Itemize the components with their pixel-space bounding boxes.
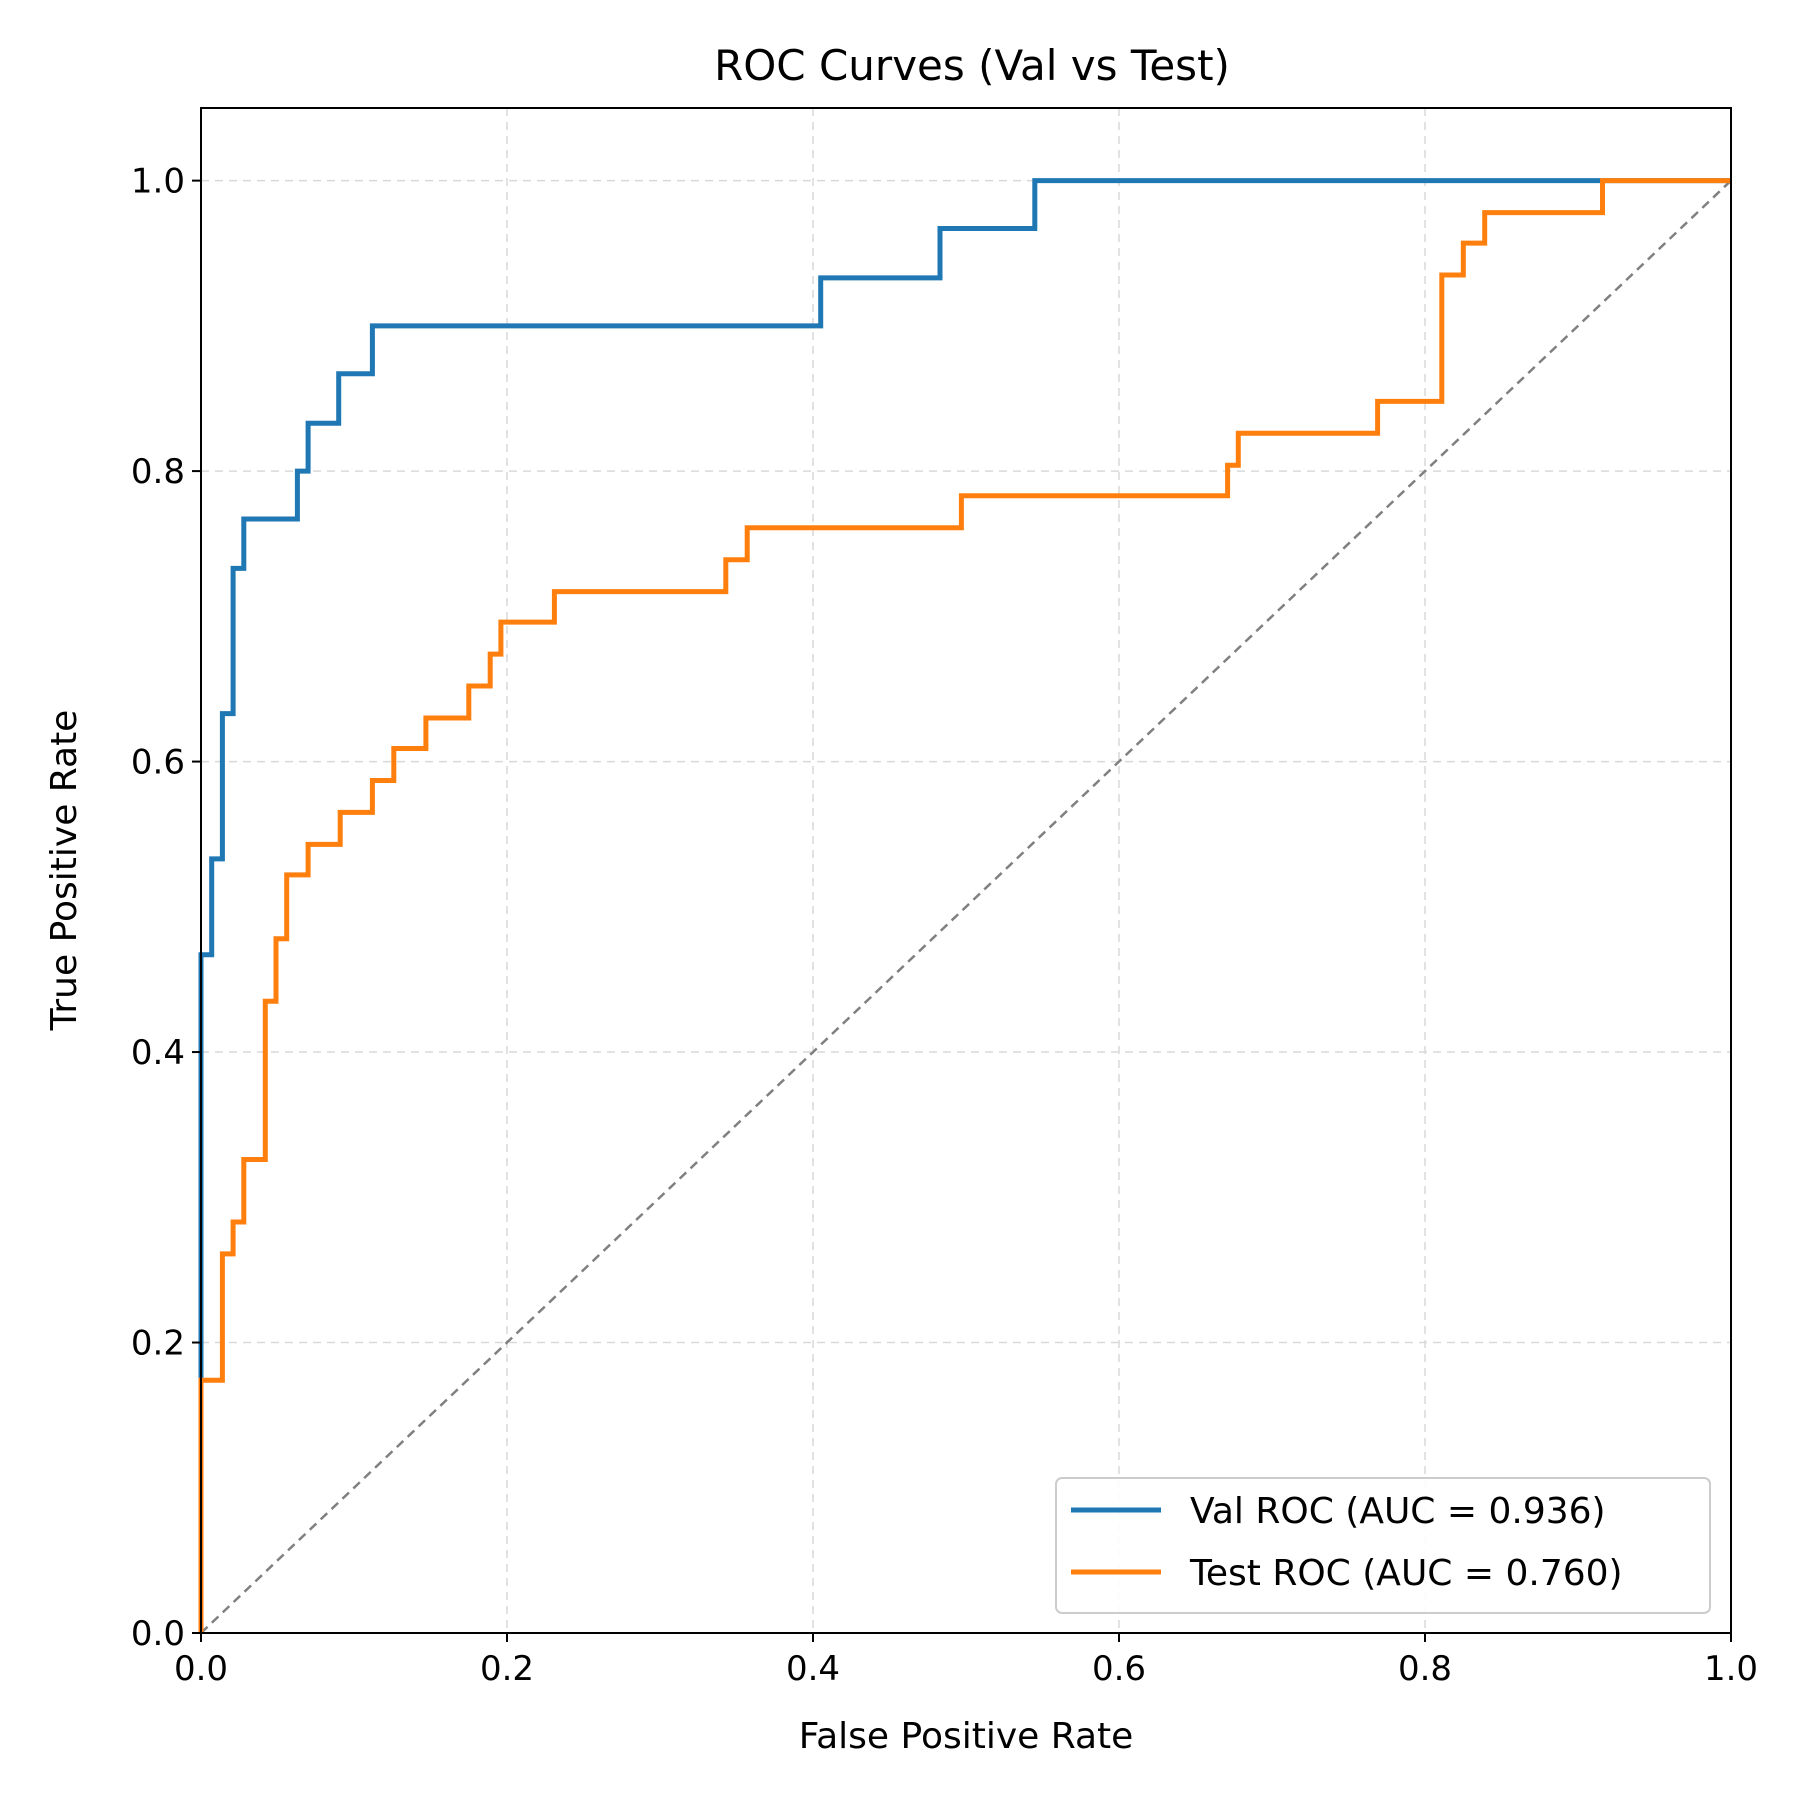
y-tick-label-2: 0.4 [131,1033,185,1073]
y-tick-label-5: 1.0 [131,162,185,202]
y-tick-label-0: 0.0 [131,1614,185,1654]
legend: Val ROC (AUC = 0.936) Test ROC (AUC = 0.… [1055,1477,1711,1614]
x-tick-label-5: 1.0 [1704,1649,1758,1689]
legend-box [1055,1477,1711,1614]
y-tick-label-3: 0.6 [131,743,185,783]
legend-label-val: Val ROC (AUC = 0.936) [1190,1491,1606,1532]
legend-label-test: Test ROC (AUC = 0.760) [1189,1553,1623,1594]
plot-area-frame [200,107,1732,1634]
x-tick-label-0: 0.0 [174,1649,228,1689]
x-tick-label-3: 0.6 [1092,1649,1146,1689]
test-roc-line [198,178,1731,1633]
x-tick-label-2: 0.4 [786,1649,840,1689]
x-axis-ticks: 0.0 0.2 0.4 0.6 0.8 1.0 [174,1633,1758,1689]
reference-diagonal-line [200,179,1732,1634]
x-tick-label-4: 0.8 [1398,1649,1452,1689]
y-tick-label-4: 0.8 [131,452,185,492]
series-layer [198,178,1731,1633]
chart-title: ROC Curves (Val vs Test) [714,41,1230,90]
reference-diagonal-layer [200,179,1732,1634]
x-tick-label-1: 0.2 [480,1649,534,1689]
y-axis-ticks: 0.0 0.2 0.4 0.6 0.8 1.0 [131,162,201,1654]
val-roc-line [198,178,1731,1633]
y-axis-label: True Positive Rate [44,710,85,1032]
y-tick-label-1: 0.2 [131,1324,185,1364]
x-axis-label: False Positive Rate [799,1716,1134,1757]
